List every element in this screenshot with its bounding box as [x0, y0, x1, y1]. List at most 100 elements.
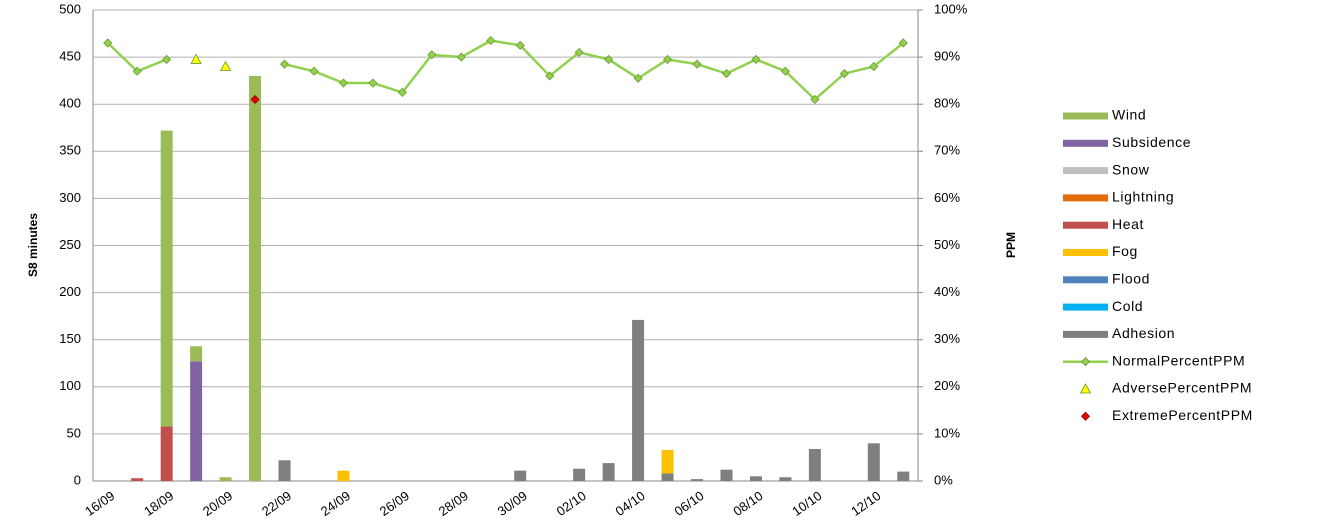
bar: [131, 478, 144, 481]
legend-label: Fog: [1112, 243, 1138, 259]
diamond-marker: [250, 94, 260, 105]
x-tick-label: 10/10: [789, 488, 824, 519]
legend-label: Wind: [1112, 107, 1146, 123]
legend-swatch: [1063, 303, 1108, 311]
line-marker: [515, 40, 525, 50]
line-marker: [898, 38, 908, 48]
legend-swatch: [1063, 194, 1108, 202]
x-tick-label: 06/10: [671, 488, 706, 519]
legend-swatch: [1080, 411, 1091, 421]
y-tick-label: 300: [59, 190, 81, 205]
bar: [661, 449, 674, 474]
y-tick-label: 0: [74, 472, 81, 487]
bar: [514, 470, 527, 481]
legend-label: AdversePercentPPM: [1112, 380, 1252, 396]
x-tick-label: 22/09: [259, 488, 294, 519]
line-marker: [427, 50, 437, 60]
x-tick-label: 18/09: [141, 488, 176, 519]
line-marker: [692, 59, 702, 69]
y2-tick-label: 50%: [934, 237, 960, 252]
line-marker: [279, 59, 290, 69]
y-tick-label: 100: [59, 378, 81, 393]
legend-swatch: [1063, 139, 1108, 147]
line-marker: [103, 38, 113, 48]
line-marker: [132, 66, 142, 76]
x-tick-label: 26/09: [377, 488, 412, 519]
legend-label: Adhesion: [1112, 325, 1175, 341]
x-tick-label: 02/10: [554, 488, 589, 519]
line-marker: [633, 73, 643, 83]
y2-tick-label: 80%: [934, 96, 960, 111]
line-marker: [780, 66, 790, 76]
x-tick-label: 04/10: [613, 488, 648, 519]
y2-tick-label: 90%: [934, 49, 960, 64]
y2-tick-label: 0%: [934, 472, 953, 487]
bar: [190, 361, 203, 481]
bar: [219, 477, 232, 481]
bar: [190, 346, 203, 362]
bar: [160, 426, 173, 481]
legend-label: ExtremePercentPPM: [1112, 407, 1253, 423]
x-tick-label: 30/09: [495, 488, 530, 519]
y2-axis-title: PPM: [1004, 232, 1018, 258]
legend-swatch: [1063, 330, 1108, 338]
bar: [632, 319, 645, 481]
line-marker: [486, 36, 496, 46]
y-axis-title: S8 minutes: [26, 213, 40, 277]
line-marker: [338, 78, 349, 88]
line-marker: [839, 69, 849, 79]
y2-tick-label: 10%: [934, 425, 960, 440]
bar: [249, 75, 262, 481]
legend-swatch: [1063, 221, 1108, 229]
line-marker: [721, 69, 732, 79]
line-marker: [869, 61, 879, 72]
legend-swatch: [1063, 167, 1108, 175]
legend-label: Cold: [1112, 298, 1143, 314]
y2-tick-label: 20%: [934, 378, 960, 393]
legend-swatch: [1063, 112, 1108, 120]
y-tick-label: 400: [59, 96, 81, 111]
line-marker: [456, 52, 466, 62]
line-marker: [604, 54, 614, 65]
x-tick-label: 28/09: [436, 488, 471, 519]
legend-label: Heat: [1112, 216, 1144, 232]
legend-label: Flood: [1112, 271, 1150, 287]
x-tick-label: 24/09: [318, 488, 353, 519]
y2-tick-label: 100%: [934, 1, 968, 16]
y2-tick-label: 30%: [934, 331, 960, 346]
x-tick-label: 12/10: [848, 488, 883, 519]
line-marker: [545, 71, 555, 81]
y-tick-label: 450: [59, 49, 81, 64]
legend-label: Subsidence: [1112, 134, 1191, 150]
triangle-marker: [219, 60, 232, 71]
legend-swatch: [1063, 276, 1108, 284]
legend-label: NormalPercentPPM: [1112, 352, 1245, 368]
line-marker: [662, 54, 673, 65]
y-tick-label: 200: [59, 284, 81, 299]
bar: [867, 443, 880, 481]
line-marker: [162, 54, 172, 65]
bar: [337, 470, 350, 481]
line-marker: [368, 78, 378, 88]
y-tick-label: 250: [59, 237, 81, 252]
line-marker: [397, 87, 407, 97]
bar: [897, 471, 910, 481]
line-marker: [751, 54, 761, 65]
y2-tick-label: 60%: [934, 190, 960, 205]
bar: [602, 463, 615, 481]
bar: [720, 469, 733, 481]
x-tick-label: 16/09: [82, 488, 117, 519]
line-marker: [810, 94, 820, 105]
bar: [160, 130, 173, 427]
legend-swatch: [1063, 249, 1108, 256]
bar: [749, 476, 762, 481]
y-tick-label: 350: [59, 143, 81, 158]
y2-tick-label: 40%: [934, 284, 960, 299]
bar: [691, 479, 704, 481]
x-tick-label: 08/10: [730, 488, 765, 519]
bar: [779, 477, 792, 481]
y-tick-label: 50: [67, 425, 81, 440]
legend-label: Lightning: [1112, 189, 1174, 205]
legend-swatch: [1080, 357, 1091, 367]
